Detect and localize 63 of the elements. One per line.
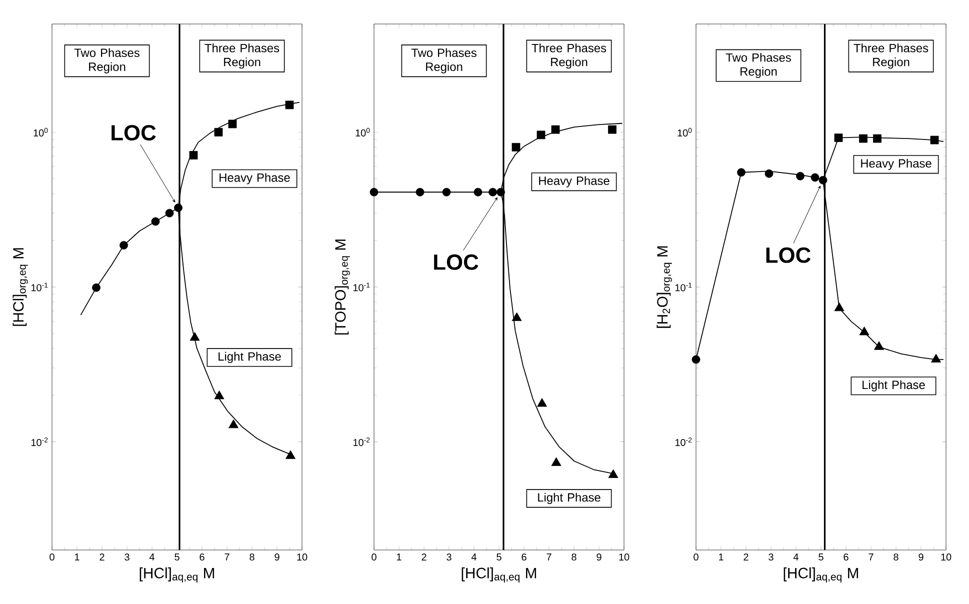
x-tick-label: 9 xyxy=(596,554,602,561)
x-tick-label: 7 xyxy=(224,554,230,560)
x-tick-label: 2 xyxy=(100,554,104,560)
annotation: Two Phases Region xyxy=(726,53,791,78)
annotation: LOC xyxy=(434,254,478,270)
annotation: LOC xyxy=(766,247,811,263)
x-tick-label: 8 xyxy=(894,554,898,561)
annotation: Three Phases Region xyxy=(204,44,280,69)
x-axis-title: [HCl]$_{aq,eq}$ M xyxy=(462,567,536,583)
y-axis-title: [HCl]$_{org,eq}$ M xyxy=(12,248,28,326)
annotation: Light Phase xyxy=(538,492,600,504)
x-tick-label: 0 xyxy=(50,554,54,561)
x-tick-label: 10 xyxy=(941,554,952,561)
annotation: Three Phases Region xyxy=(854,44,928,69)
x-tick-label: 10 xyxy=(297,554,308,561)
x-tick-label: 3 xyxy=(768,554,774,561)
x-tick-label: 5 xyxy=(174,554,180,560)
y-axis-title: [H$_{2}$O]$_{org,eq}$ M xyxy=(656,246,672,328)
x-tick-label: 10 xyxy=(619,554,630,561)
x-tick-label: 6 xyxy=(844,554,848,561)
x-tick-label: 1 xyxy=(719,554,724,560)
x-tick-label: 4 xyxy=(793,554,798,560)
x-tick-label: 2 xyxy=(744,554,748,560)
annotation: Heavy Phase xyxy=(220,173,290,184)
x-tick-label: 4 xyxy=(471,554,476,560)
x-tick-label: 1 xyxy=(75,554,80,560)
x-tick-label: 5 xyxy=(818,554,824,560)
annotation: Light Phase xyxy=(862,380,925,392)
y-tick-label: 10$^{-1}$ xyxy=(353,282,370,292)
annotation: Two Phases Region xyxy=(74,48,140,74)
y-tick-label: 10$^{0}$ xyxy=(678,128,692,136)
y-tick-label: 10$^{-1}$ xyxy=(31,282,48,292)
annotation: Light Phase xyxy=(218,352,281,364)
y-tick-label: 10$^{-2}$ xyxy=(675,438,692,446)
y-axis-title: [TOPO]$_{org,eq}$ M xyxy=(334,240,350,334)
y-tick-label: 10$^{-1}$ xyxy=(675,282,692,292)
x-tick-label: 7 xyxy=(546,554,552,560)
x-tick-label: 8 xyxy=(572,554,576,561)
x-tick-label: 5 xyxy=(496,554,502,560)
x-tick-label: 3 xyxy=(124,554,130,561)
x-axis-title: [HCl]$_{aq,eq}$ M xyxy=(784,567,858,583)
x-tick-label: 2 xyxy=(422,554,426,560)
y-tick-label: 10$^{0}$ xyxy=(356,128,370,136)
y-tick-label: 10$^{-2}$ xyxy=(353,438,370,446)
x-tick-label: 3 xyxy=(446,554,452,561)
x-tick-label: 0 xyxy=(372,554,376,561)
annotation: Two Phases Region xyxy=(411,48,476,74)
annotation: Three Phases Region xyxy=(532,44,606,69)
annotation: Heavy Phase xyxy=(861,158,932,170)
x-tick-label: 8 xyxy=(250,554,254,561)
x-tick-label: 6 xyxy=(200,554,204,561)
x-tick-label: 7 xyxy=(868,554,874,560)
x-tick-label: 9 xyxy=(274,554,280,561)
x-tick-label: 4 xyxy=(149,554,154,560)
annotation: LOC xyxy=(112,124,156,141)
y-tick-label: 10$^{0}$ xyxy=(34,128,48,136)
x-tick-label: 9 xyxy=(918,554,924,561)
y-tick-label: 10$^{-2}$ xyxy=(31,438,48,446)
x-tick-label: 1 xyxy=(397,554,402,560)
annotation: Heavy Phase xyxy=(539,176,610,188)
x-axis-title: [HCl]$_{aq,eq}$ M xyxy=(140,567,214,583)
x-tick-label: 0 xyxy=(694,554,698,561)
x-tick-label: 6 xyxy=(522,554,526,561)
